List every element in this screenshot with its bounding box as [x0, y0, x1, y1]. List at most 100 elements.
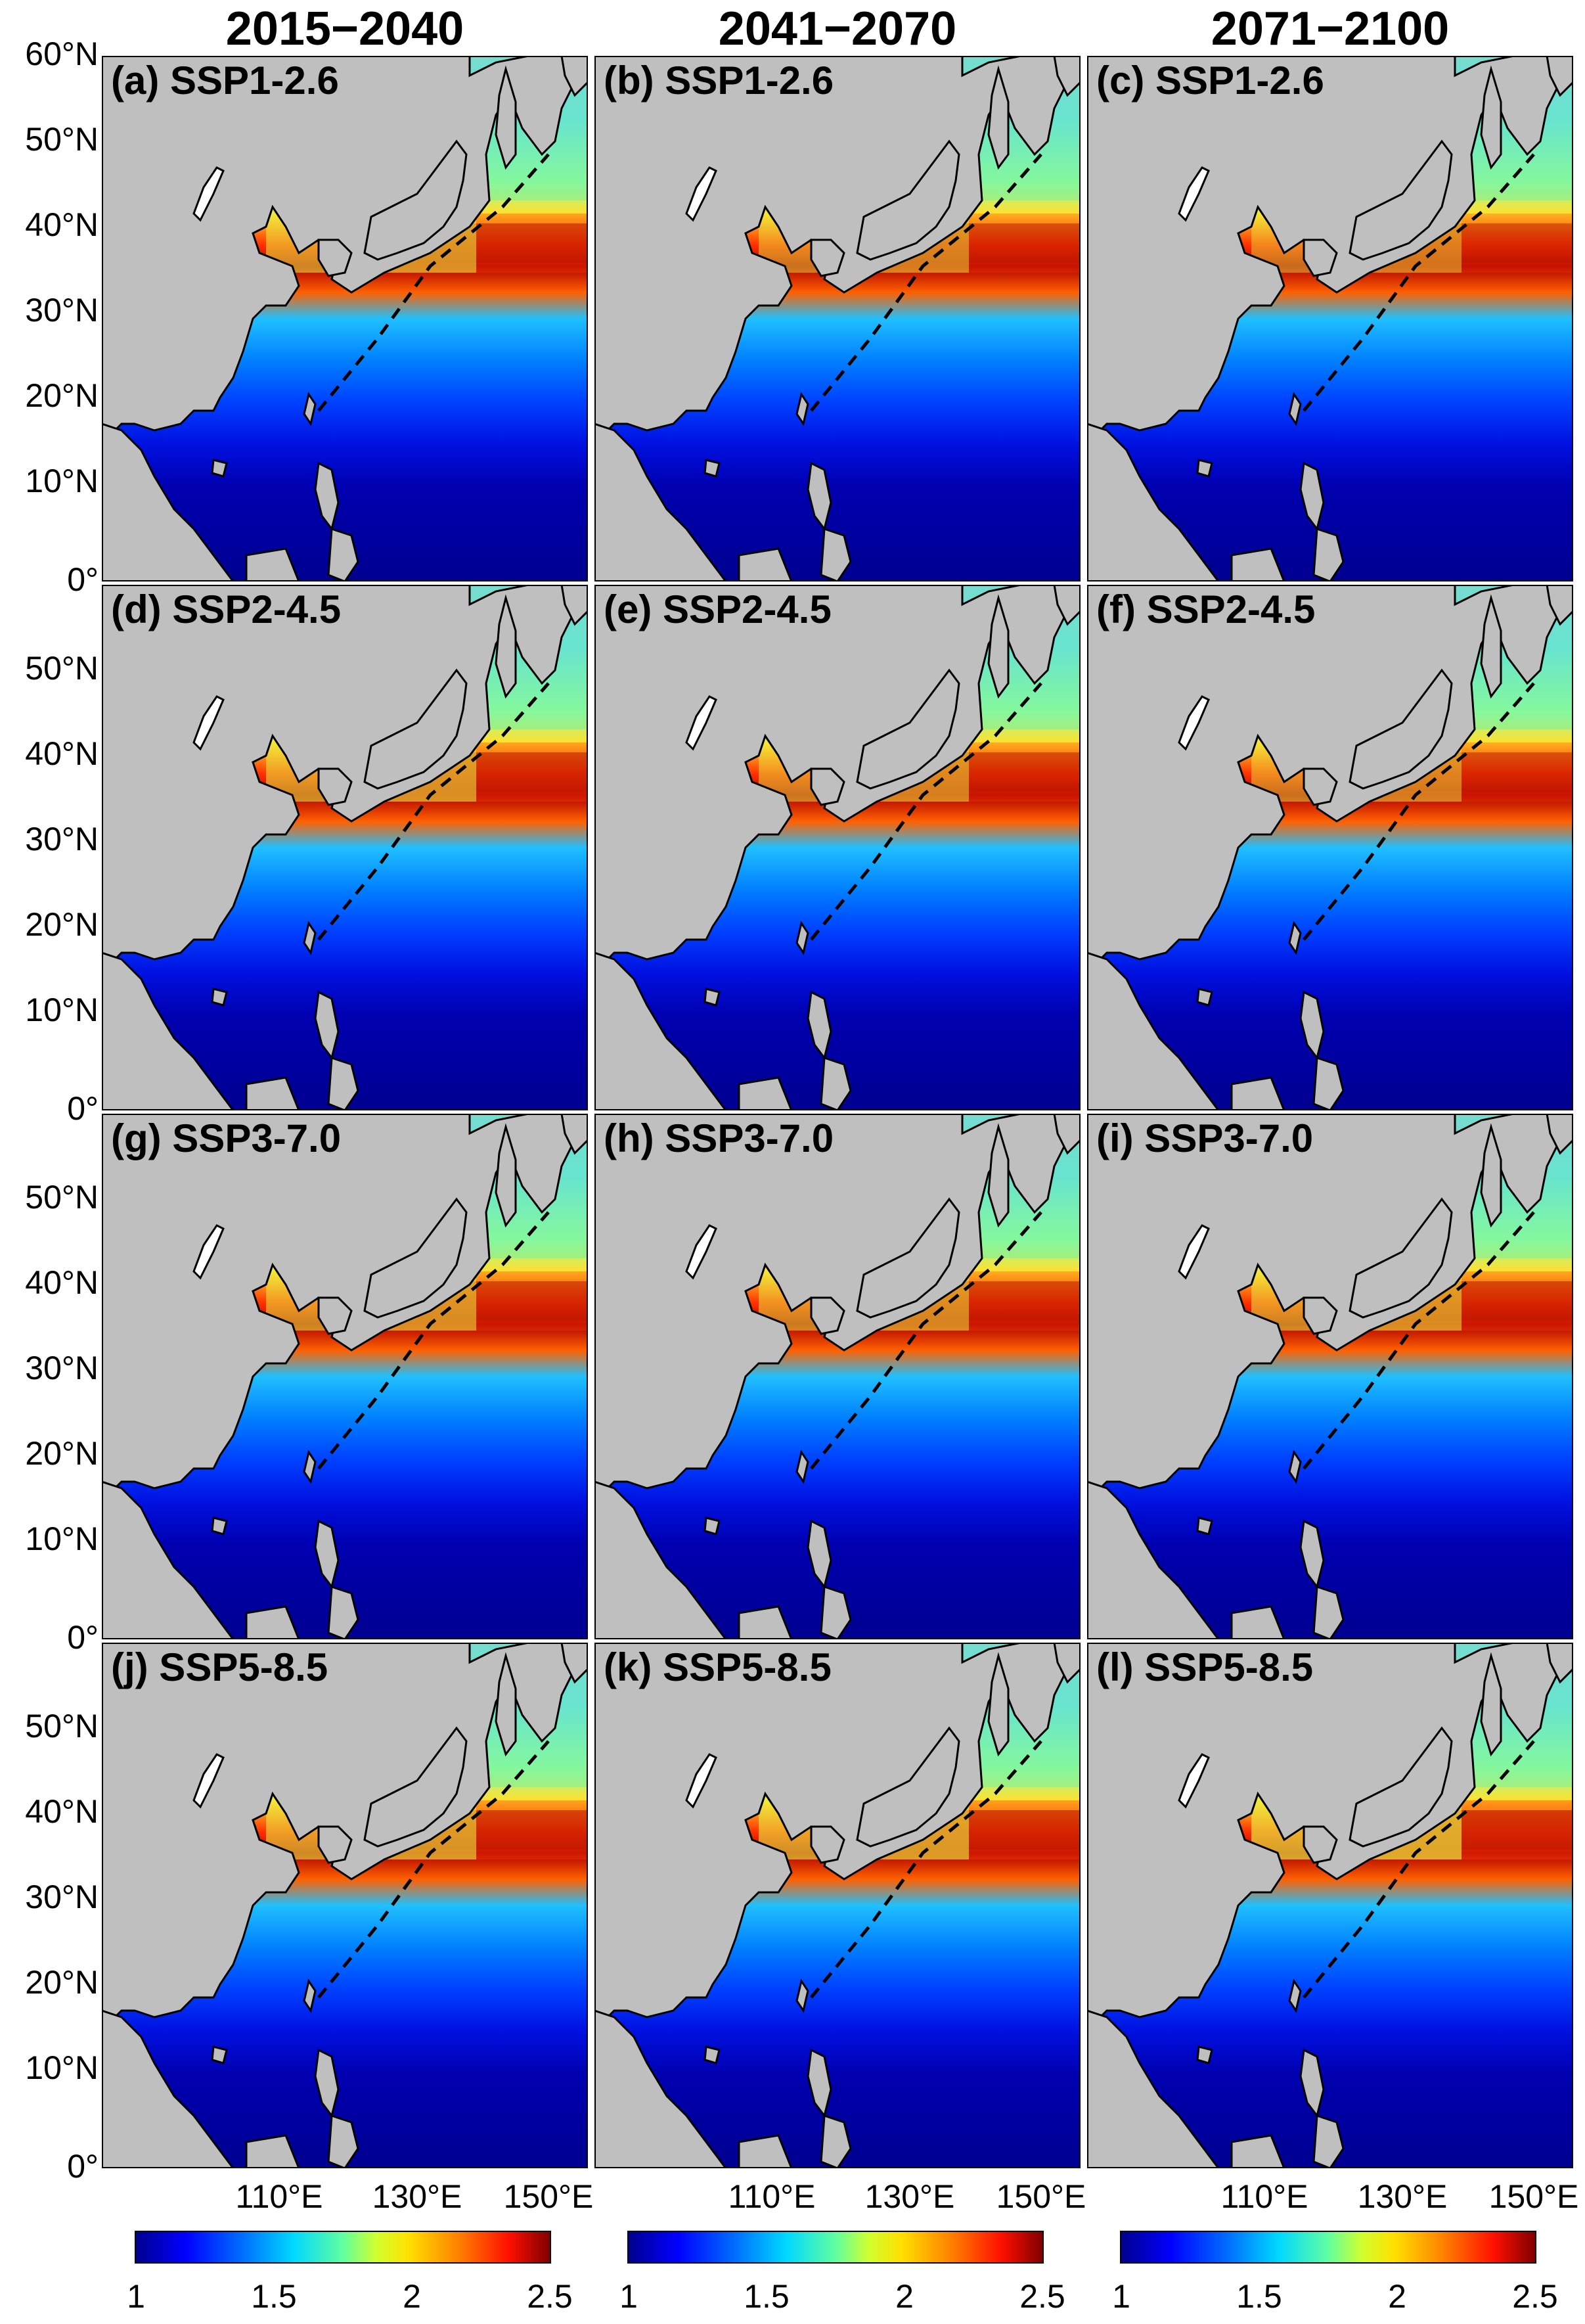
landmass-2 — [856, 1197, 960, 1319]
landmass-3 — [317, 767, 353, 806]
landmass-1 — [594, 951, 727, 1110]
colorbar-tick: 1 — [619, 2278, 638, 2315]
landmass-5 — [1053, 56, 1081, 97]
landmass-6 — [1288, 1449, 1302, 1484]
landmass-3 — [317, 1825, 353, 1864]
landmass-10 — [703, 1516, 721, 1536]
landmass-10 — [703, 459, 721, 478]
landmass-1 — [102, 1480, 234, 1639]
panel-label: (e) SSP2-4.5 — [604, 587, 832, 631]
landmass-2 — [856, 668, 960, 790]
colorbar-tick: 1.5 — [744, 2278, 790, 2315]
lat-tick: 50°N — [25, 1708, 99, 1744]
map-svg — [1087, 56, 1573, 581]
landmass-0 — [594, 1114, 1081, 1490]
landmass-3 — [810, 239, 845, 277]
landmass-4 — [495, 594, 517, 699]
landmass-9 — [1230, 1605, 1285, 1639]
landmass-4 — [495, 1652, 517, 1757]
lake-outline — [1178, 1224, 1210, 1280]
landmass-4 — [987, 1123, 1010, 1228]
map-svg — [594, 1114, 1081, 1639]
panel-label: (g) SSP3-7.0 — [111, 1116, 342, 1160]
map-svg — [102, 1643, 588, 2168]
map-panel-a: (a) SSP1-2.6 — [102, 56, 588, 581]
map-svg — [1087, 1114, 1573, 1639]
map-panel-b: (b) SSP1-2.6 — [594, 56, 1081, 581]
landmass-2 — [1349, 139, 1453, 261]
lat-tick: 10°N — [25, 991, 99, 1028]
panel-label: (c) SSP1-2.6 — [1096, 58, 1324, 103]
landmass-2 — [1349, 1197, 1453, 1319]
colorbar-tick: 2 — [403, 2278, 421, 2315]
landmass-2 — [363, 139, 468, 261]
map-svg — [102, 585, 588, 1110]
landmass-4 — [1480, 594, 1502, 699]
map-panel-j: (j) SSP5-8.5 — [102, 1643, 588, 2168]
panel-label: (a) SSP1-2.6 — [111, 58, 339, 103]
landmass-8 — [1312, 1585, 1345, 1639]
landmass-0 — [594, 1643, 1081, 2018]
landmass-10 — [1196, 2045, 1213, 2064]
map-svg — [1087, 585, 1573, 1110]
landmass-0 — [1087, 56, 1573, 432]
landmass-5 — [1546, 1114, 1573, 1155]
lon-tick: 110°E — [235, 2178, 323, 2215]
map-panel-h: (h) SSP3-7.0 — [594, 1114, 1081, 1639]
landmass-1 — [594, 1480, 727, 1639]
map-panel-d: (d) SSP2-4.5 — [102, 585, 588, 1110]
dashed-section-line — [1303, 1740, 1535, 1999]
landmass-9 — [1230, 2134, 1285, 2168]
column-title-3: 2071−2100 — [1211, 3, 1450, 55]
landmass-2 — [363, 1197, 468, 1319]
landmass-2 — [1349, 668, 1453, 790]
lon-tick: 130°E — [1357, 2178, 1448, 2215]
lake-outline — [685, 1224, 717, 1280]
map-svg — [594, 585, 1081, 1110]
landmass-2 — [363, 668, 468, 790]
landmass-0 — [594, 585, 1081, 961]
colorbar-tick: 1.5 — [251, 2278, 297, 2315]
panel-label: (d) SSP2-4.5 — [111, 587, 342, 631]
lon-tick: 130°E — [372, 2178, 462, 2215]
colorbar-tick: 2 — [1388, 2278, 1406, 2315]
colorbar-2 — [627, 2231, 1044, 2264]
landmass-4 — [987, 594, 1010, 699]
dashed-section-line — [810, 1211, 1042, 1470]
lat-tick: 10°N — [25, 463, 99, 499]
landmass-6 — [303, 1978, 317, 2013]
map-panel-e: (e) SSP2-4.5 — [594, 585, 1081, 1110]
colorbar-tick: 1.5 — [1236, 2278, 1282, 2315]
landmass-0 — [1087, 1643, 1573, 2018]
landmass-8 — [1312, 2114, 1345, 2168]
landmass-3 — [1303, 1825, 1338, 1864]
landmass-10 — [211, 2045, 228, 2064]
landmass-10 — [1196, 459, 1213, 478]
dashed-section-line — [810, 153, 1042, 412]
landmass-6 — [303, 921, 317, 955]
lake-outline — [1178, 1753, 1210, 1809]
landmass-9 — [738, 547, 793, 581]
map-panel-i: (i) SSP3-7.0 — [1087, 1114, 1573, 1639]
dashed-section-line — [317, 153, 550, 412]
landmass-8 — [327, 1585, 359, 1639]
dashed-section-line — [1303, 1211, 1535, 1470]
lat-tick: 50°N — [25, 1179, 99, 1216]
landmass-9 — [738, 1605, 793, 1639]
landmass-4 — [987, 1652, 1010, 1757]
landmass-1 — [594, 422, 727, 581]
landmass-2 — [856, 1726, 960, 1848]
landmass-5 — [560, 585, 588, 626]
landmass-3 — [810, 1825, 845, 1864]
colorbar-tick: 1 — [1112, 2278, 1130, 2315]
lat-tick: 40°N — [25, 1264, 99, 1301]
landmass-8 — [327, 2114, 359, 2168]
landmass-5 — [1053, 1643, 1081, 1684]
map-svg — [102, 1114, 588, 1639]
landmass-0 — [594, 56, 1081, 432]
landmass-10 — [211, 988, 228, 1007]
landmass-4 — [987, 65, 1010, 170]
landmass-0 — [102, 1643, 588, 2018]
lat-tick: 20°N — [25, 1964, 99, 2001]
